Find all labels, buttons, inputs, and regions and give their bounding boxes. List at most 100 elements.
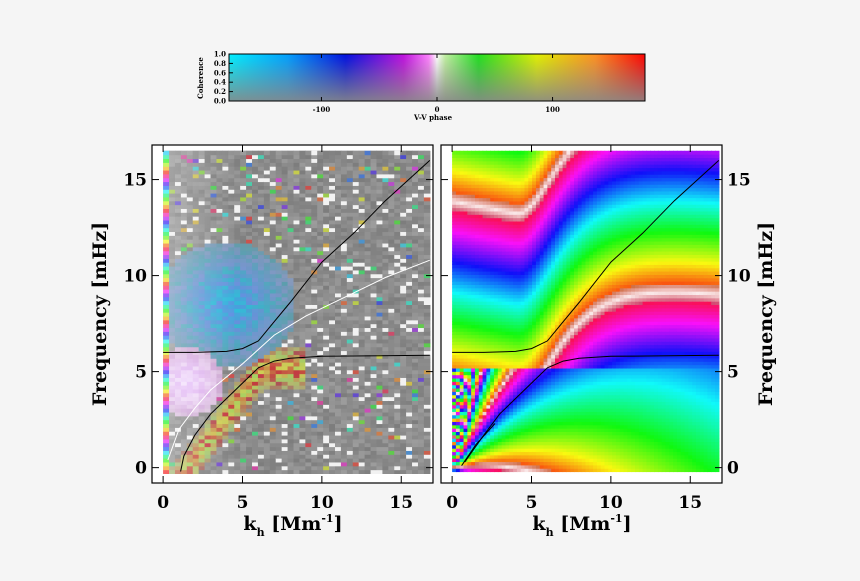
right-heatmap-cell: [474, 157, 480, 162]
right-heatmap-cell: [452, 454, 457, 459]
right-heatmap-cell: [455, 297, 461, 302]
right-heatmap-cell: [452, 297, 457, 302]
right-heatmap-cell: [490, 190, 495, 195]
right-heatmap-cell: [494, 170, 499, 175]
right-heatmap-cell: [482, 267, 488, 272]
right-heatmap-cell: [482, 311, 488, 316]
right-heatmap-cell: [478, 210, 484, 215]
right-heatmap-cell: [467, 367, 472, 372]
right-heatmap-cell: [455, 464, 461, 469]
right-heatmap-cell: [490, 237, 495, 242]
right-heatmap-cell: [467, 448, 472, 453]
right-heatmap-cell: [463, 461, 468, 466]
right-heatmap-cell: [459, 287, 465, 292]
right-heatmap-cell: [452, 150, 457, 155]
right-heatmap-cell: [482, 271, 488, 275]
right-heatmap-cell: [471, 167, 476, 172]
right-heatmap-cell: [455, 190, 461, 195]
right-heatmap-cell: [455, 210, 461, 215]
right-heatmap-cell: [474, 204, 480, 209]
right-heatmap-cell: [459, 210, 465, 215]
right-heatmap-cell: [452, 164, 457, 169]
right-heatmap-cell: [459, 184, 465, 189]
right-heatmap-cell: [467, 401, 472, 406]
right-heatmap-cell: [455, 367, 461, 372]
right-heatmap-cell: [474, 274, 480, 279]
right-heatmap-cell: [486, 297, 491, 302]
right-heatmap-cell: [455, 254, 461, 259]
right-heatmap-cell: [494, 247, 499, 252]
right-heatmap-cell: [490, 264, 495, 269]
right-heatmap-cell: [463, 257, 468, 262]
right-heatmap-cell: [463, 438, 468, 443]
right-heatmap-cell: [452, 341, 457, 346]
right-heatmap-cell: [474, 371, 480, 376]
right-heatmap-cell: [463, 401, 468, 406]
right-heatmap-cell: [478, 284, 484, 289]
right-heatmap-cell: [482, 401, 488, 406]
right-heatmap-cell: [482, 224, 488, 229]
right-heatmap-cell: [459, 240, 465, 245]
right-heatmap-cell: [486, 337, 491, 342]
right-heatmap-cell: [463, 237, 468, 242]
right-heatmap-cell: [486, 271, 491, 275]
right-heatmap-cell: [494, 458, 499, 463]
right-heatmap-cell: [459, 424, 465, 429]
right-heatmap-cell: [482, 404, 488, 409]
right-heatmap-cell: [452, 180, 457, 185]
right-heatmap-cell: [471, 204, 476, 209]
right-heatmap-cell: [452, 394, 457, 399]
right-heatmap-cell: [490, 247, 495, 252]
right-heatmap-cell: [494, 451, 499, 456]
right-heatmap-cell: [482, 421, 488, 426]
right-heatmap-cell: [455, 324, 461, 329]
right-heatmap-cell: [452, 344, 457, 349]
right-heatmap-cell: [471, 294, 476, 299]
right-heatmap-cell: [455, 281, 461, 285]
right-heatmap-cell: [467, 324, 472, 329]
right-heatmap-cell: [486, 411, 491, 416]
right-heatmap-cell: [459, 311, 465, 316]
right-heatmap-cell: [452, 257, 457, 262]
right-heatmap-cell: [490, 428, 495, 432]
right-heatmap-cell: [474, 150, 480, 155]
right-heatmap-cell: [455, 351, 461, 356]
right-heatmap-cell: [482, 331, 488, 336]
right-heatmap-cell: [478, 207, 484, 212]
right-heatmap-cell: [455, 174, 461, 179]
right-heatmap-cell: [482, 227, 488, 232]
right-heatmap-cell: [463, 331, 468, 336]
colorbar-ytick-label: 0.0: [214, 97, 226, 106]
right-heatmap-cell: [486, 374, 491, 379]
right-heatmap-cell: [471, 324, 476, 329]
right-heatmap-cell: [494, 250, 499, 255]
left-xlabel-sub: h: [257, 526, 265, 539]
right-heatmap-cell: [452, 227, 457, 232]
right-heatmap-cell: [474, 331, 480, 336]
right-heatmap-cell: [467, 357, 472, 362]
right-heatmap-cell: [478, 257, 484, 262]
right-heatmap-cell: [459, 394, 465, 399]
right-heatmap-cell: [474, 291, 480, 296]
right-heatmap-cell: [482, 317, 488, 322]
right-heatmap-cell: [482, 167, 488, 172]
right-heatmap-cell: [467, 371, 472, 376]
right-heatmap-cell: [452, 220, 457, 225]
right-heatmap-cell: [455, 317, 461, 322]
right-heatmap-cell: [471, 150, 476, 155]
right-heatmap-cell: [467, 250, 472, 255]
right-heatmap-cell: [471, 321, 476, 326]
right-heatmap-cell: [452, 331, 457, 336]
right-heatmap-cell: [452, 274, 457, 279]
right-heatmap-cell: [459, 271, 465, 275]
right-heatmap-cell: [482, 291, 488, 296]
right-heatmap-cell: [478, 297, 484, 302]
right-heatmap-cell: [459, 164, 465, 169]
right-heatmap-cell: [490, 397, 495, 402]
right-heatmap-cell: [467, 277, 472, 282]
right-heatmap-cell: [467, 180, 472, 185]
right-heatmap-cell: [478, 150, 484, 155]
right-heatmap-cell: [478, 164, 484, 169]
right-heatmap-cell: [490, 311, 495, 316]
right-heatmap-cell: [478, 408, 484, 412]
